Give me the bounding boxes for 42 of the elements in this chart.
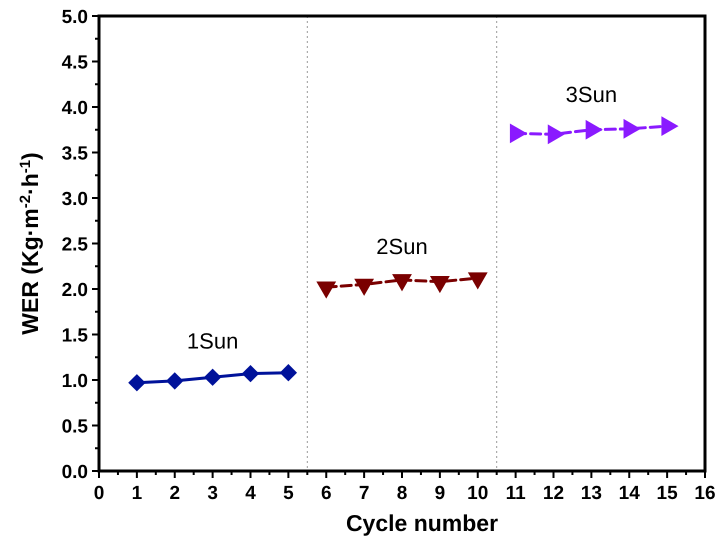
x-tick-label: 5 xyxy=(283,483,294,504)
x-tick-label: 14 xyxy=(618,483,640,504)
point xyxy=(204,368,222,386)
point xyxy=(166,372,184,390)
x-tick-label: 9 xyxy=(434,483,446,504)
x-tick-label: 4 xyxy=(245,483,256,504)
x-tick-label: 16 xyxy=(694,483,716,504)
x-tick-label: 10 xyxy=(467,483,488,504)
y-tick-label: 5.0 xyxy=(62,7,88,28)
point xyxy=(624,118,641,139)
x-tick-label: 6 xyxy=(320,483,332,504)
y-tick-label: 4.0 xyxy=(62,98,88,119)
point xyxy=(242,364,260,382)
y-tick-label: 2.0 xyxy=(62,280,88,301)
y-tick-label: 2.5 xyxy=(62,234,88,256)
series-label: 1Sun xyxy=(186,328,238,354)
x-tick-label: 13 xyxy=(580,483,602,504)
point xyxy=(510,123,528,144)
x-tick-label: 2 xyxy=(169,483,180,504)
x-axis-title: Cycle number xyxy=(346,510,498,536)
y-tick-label: 4.5 xyxy=(62,52,88,74)
y-tick-label: 1.0 xyxy=(62,371,88,392)
y-tick-label: 1.5 xyxy=(62,326,88,346)
x-tick-label: 0 xyxy=(94,483,104,504)
x-tick-label: 1 xyxy=(132,483,143,504)
x-tick-label: 12 xyxy=(542,483,564,504)
series-label: 2Sun xyxy=(376,234,428,260)
y-tick-label: 3.5 xyxy=(62,144,88,164)
point xyxy=(280,364,298,382)
point xyxy=(128,374,146,392)
x-tick-label: 11 xyxy=(506,483,526,504)
y-tick-label: 0.0 xyxy=(62,462,88,483)
series-label: 3Sun xyxy=(566,82,618,108)
point xyxy=(586,120,603,140)
x-tick-label: 8 xyxy=(396,483,408,504)
x-tick-label: 7 xyxy=(358,483,370,504)
point xyxy=(548,124,565,144)
y-tick-label: 3.0 xyxy=(62,189,88,210)
point xyxy=(661,116,679,136)
x-tick-label: 15 xyxy=(656,483,678,504)
y-tick-label: 0.5 xyxy=(62,416,88,438)
x-tick-label: 3 xyxy=(207,483,218,504)
